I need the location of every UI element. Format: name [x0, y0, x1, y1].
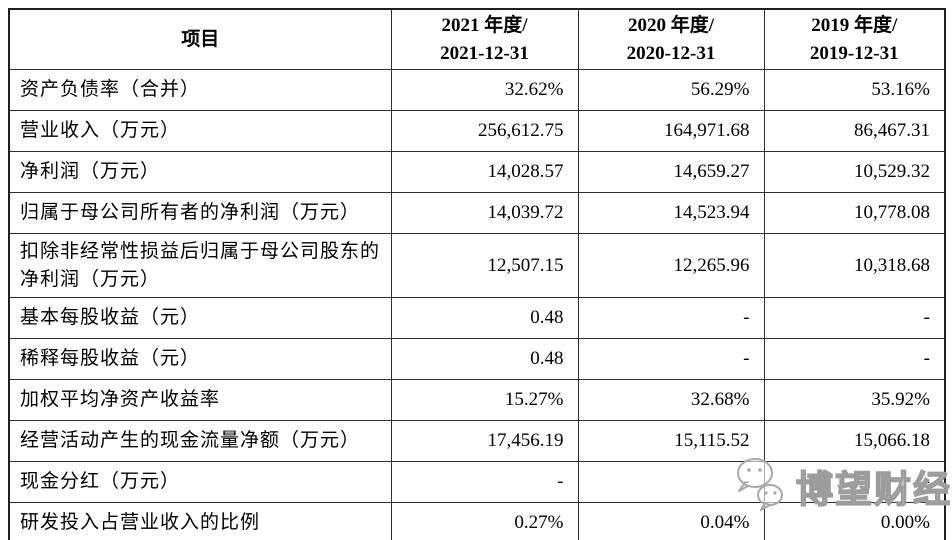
cell-value: 32.68% — [577, 379, 765, 422]
cell-value: 17,456.19 — [390, 420, 579, 463]
row-item-label: 营业收入（万元） — [8, 110, 392, 153]
table-row: 净利润（万元） 14,028.57 14,659.27 10,529.32 — [8, 151, 946, 194]
cell-value: 56.29% — [577, 69, 765, 112]
column-header-2019-line2: 2019-12-31 — [809, 42, 899, 64]
row-item-label: 稀释每股收益（元） — [8, 338, 392, 381]
table-row: 稀释每股收益（元） 0.48 - - — [8, 338, 946, 381]
table-row: 研发投入占营业收入的比例 0.27% 0.04% 0.00% — [8, 502, 946, 540]
column-header-item: 项目 — [8, 8, 392, 71]
cell-value: 164,971.68 — [577, 110, 765, 153]
row-item-label: 净利润（万元） — [8, 151, 392, 194]
cell-value: 0.27% — [390, 502, 579, 540]
column-header-2019: 2019 年度/ 2019-12-31 — [763, 8, 946, 71]
column-header-2020-line2: 2020-12-31 — [626, 42, 716, 64]
row-item-label: 资产负债率（合并） — [8, 69, 392, 112]
header-row: 项目 2021 年度/ 2021-12-31 2020 年度/ 2020-12-… — [8, 8, 946, 71]
table-row-tall: 扣除非经常性损益后归属于母公司股东的净利润（万元） 12,507.15 12,2… — [8, 233, 946, 299]
table-row: 加权平均净资产收益率 15.27% 32.68% 35.92% — [8, 379, 946, 422]
row-item-label: 归属于母公司所有者的净利润（万元） — [8, 192, 392, 235]
cell-value: 0.48 — [390, 297, 579, 340]
cell-value: 10,318.68 — [763, 233, 946, 299]
table-row: 经营活动产生的现金流量净额（万元） 17,456.19 15,115.52 15… — [8, 420, 946, 463]
cell-value: - — [577, 297, 765, 340]
cell-value: - — [763, 297, 946, 340]
cell-value: 10,778.08 — [763, 192, 946, 235]
cell-value: - — [577, 338, 765, 381]
cell-value: 14,659.27 — [577, 151, 765, 194]
cell-value: 53.16% — [763, 69, 946, 112]
row-item-label: 扣除非经常性损益后归属于母公司股东的净利润（万元） — [8, 233, 392, 299]
cell-value: 15,066.18 — [763, 420, 946, 463]
financial-summary-table: 项目 2021 年度/ 2021-12-31 2020 年度/ 2020-12-… — [8, 8, 946, 540]
column-header-2020-line1: 2020 年度/ — [627, 15, 715, 36]
row-item-label: 现金分红（万元） — [8, 461, 392, 504]
column-header-2021-line1: 2021 年度/ — [441, 15, 528, 36]
column-header-2019-line1: 2019 年度/ — [811, 15, 898, 36]
cell-value: 15,115.52 — [577, 420, 765, 463]
column-header-2021: 2021 年度/ 2021-12-31 — [390, 8, 579, 71]
table-row: 基本每股收益（元） 0.48 - - — [8, 297, 946, 340]
cell-value: 12,507.15 — [390, 233, 579, 299]
cell-value: 10,529.32 — [763, 151, 946, 194]
cell-value: 256,612.75 — [390, 110, 579, 153]
cell-value: 12,265.96 — [577, 233, 765, 299]
row-item-label: 研发投入占营业收入的比例 — [8, 502, 392, 540]
row-item-label: 经营活动产生的现金流量净额（万元） — [8, 420, 392, 463]
cell-value: - — [763, 461, 946, 504]
cell-value: 0.00% — [763, 502, 946, 540]
row-item-label: 加权平均净资产收益率 — [8, 379, 392, 422]
table-row: 现金分红（万元） - - - — [8, 461, 946, 504]
cell-value: 14,028.57 — [390, 151, 579, 194]
cell-value: 0.04% — [577, 502, 765, 540]
table-row: 资产负债率（合并） 32.62% 56.29% 53.16% — [8, 69, 946, 112]
cell-value: 32.62% — [390, 69, 579, 112]
column-header-item-label: 项目 — [181, 28, 220, 50]
cell-value: 0.48 — [390, 338, 579, 381]
row-item-label: 基本每股收益（元） — [8, 297, 392, 340]
cell-value: - — [390, 461, 579, 504]
cell-value: 86,467.31 — [763, 110, 946, 153]
table-row: 归属于母公司所有者的净利润（万元） 14,039.72 14,523.94 10… — [8, 192, 946, 235]
table-row: 营业收入（万元） 256,612.75 164,971.68 86,467.31 — [8, 110, 946, 153]
cell-value: 35.92% — [763, 379, 946, 422]
cell-value: 14,039.72 — [390, 192, 579, 235]
cell-value: 14,523.94 — [577, 192, 765, 235]
column-header-2021-line2: 2021-12-31 — [440, 42, 529, 64]
cell-value: - — [763, 338, 946, 381]
cell-value: - — [577, 461, 765, 504]
cell-value: 15.27% — [390, 379, 579, 422]
column-header-2020: 2020 年度/ 2020-12-31 — [577, 8, 765, 71]
